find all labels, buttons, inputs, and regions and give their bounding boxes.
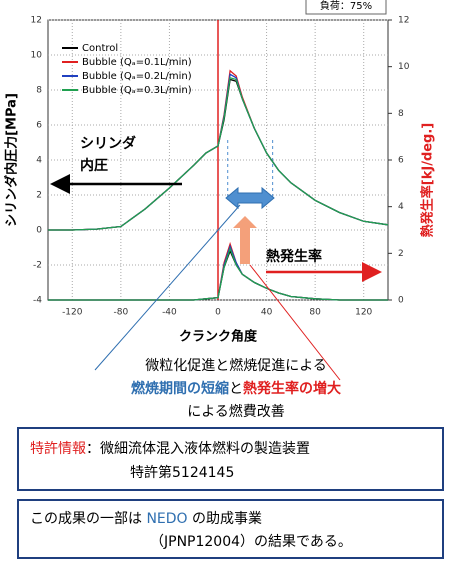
- x-tick-label: -120: [62, 308, 83, 318]
- y-axis-label: シリンダ内圧力[MPa]: [4, 93, 20, 227]
- x-tick-label: 120: [355, 308, 372, 318]
- nedo-post: の助成事業: [188, 511, 262, 527]
- pressure-line: [48, 76, 389, 231]
- y-tick-label: 10: [31, 51, 43, 61]
- pointer: [249, 264, 341, 381]
- legend-label: Bubble (Qₐ=0.2L/min): [82, 71, 192, 82]
- patent-text: ：微細流体混入液体燃料の製造装置: [86, 440, 310, 457]
- y-tick-label: 6: [36, 121, 42, 131]
- nedo-box: [17, 499, 444, 559]
- nedo-line: この成果の一部は NEDO の助成事業: [30, 511, 262, 527]
- patent-box: [17, 427, 444, 491]
- y-tick-label: 0: [36, 226, 42, 236]
- y-tick-label: 2: [36, 191, 42, 201]
- legend-label: Bubble (Qₐ=0.3L/min): [82, 85, 192, 96]
- load-box: [305, 0, 387, 15]
- y-tick-label: -2: [33, 261, 42, 271]
- y-tick-label: 12: [31, 16, 42, 26]
- patent-number: 特許第5124145: [130, 464, 234, 481]
- x-axis-label: クランク角度: [179, 329, 258, 345]
- x-tick-label: 0: [215, 308, 221, 318]
- up-arrow: [233, 216, 257, 264]
- y2-tick-label: 12: [398, 16, 409, 26]
- summary-short: 燃焼期間の短縮: [131, 380, 229, 397]
- y2-axis-label: 熱発生率[kJ/deg.]: [420, 123, 436, 237]
- y2-tick-label: 4: [398, 202, 404, 212]
- y2-tick-label: 8: [398, 109, 404, 119]
- x-tick-label: -40: [162, 308, 177, 318]
- y-tick-label: 8: [36, 86, 42, 96]
- x-tick-label: -80: [114, 308, 129, 318]
- patent-line: 特許情報：微細流体混入液体燃料の製造装置: [30, 440, 310, 457]
- legend-label: Bubble (Qₐ=0.1L/min): [82, 57, 192, 68]
- heat-line: [48, 246, 388, 301]
- double-arrow: [225, 186, 275, 210]
- nedo-org: NEDO: [146, 511, 187, 527]
- summary-text: 微粒化促進と燃焼促進による: [145, 357, 327, 374]
- x-tick-label: 80: [309, 308, 321, 318]
- annotation: 内圧: [80, 157, 108, 174]
- nedo-pre: この成果の一部は: [30, 511, 146, 527]
- y-tick-label: -4: [33, 296, 42, 306]
- y2-tick-label: 10: [398, 62, 410, 72]
- nedo-line2: （JPNP12004）の結果である。: [150, 534, 352, 550]
- legend-label: Control: [82, 43, 118, 54]
- patent-label: 特許情報: [30, 441, 86, 457]
- load-label: 負荷：75%: [320, 0, 372, 12]
- summary-and: と: [229, 381, 243, 397]
- annotation: シリンダ: [80, 135, 136, 152]
- summary-increase: 熱発生率の増大: [243, 380, 341, 397]
- pointer: [94, 204, 241, 371]
- summary-text: 燃焼期間の短縮と熱発生率の増大: [131, 380, 341, 397]
- summary-text: による燃費改善: [187, 403, 285, 420]
- y-tick-label: 4: [36, 156, 42, 166]
- annotation: 熱発生率: [266, 248, 322, 265]
- y2-tick-label: 6: [398, 156, 404, 166]
- x-tick-label: 40: [261, 308, 273, 318]
- y2-tick-label: 0: [398, 296, 404, 306]
- y2-tick-label: 2: [398, 249, 404, 259]
